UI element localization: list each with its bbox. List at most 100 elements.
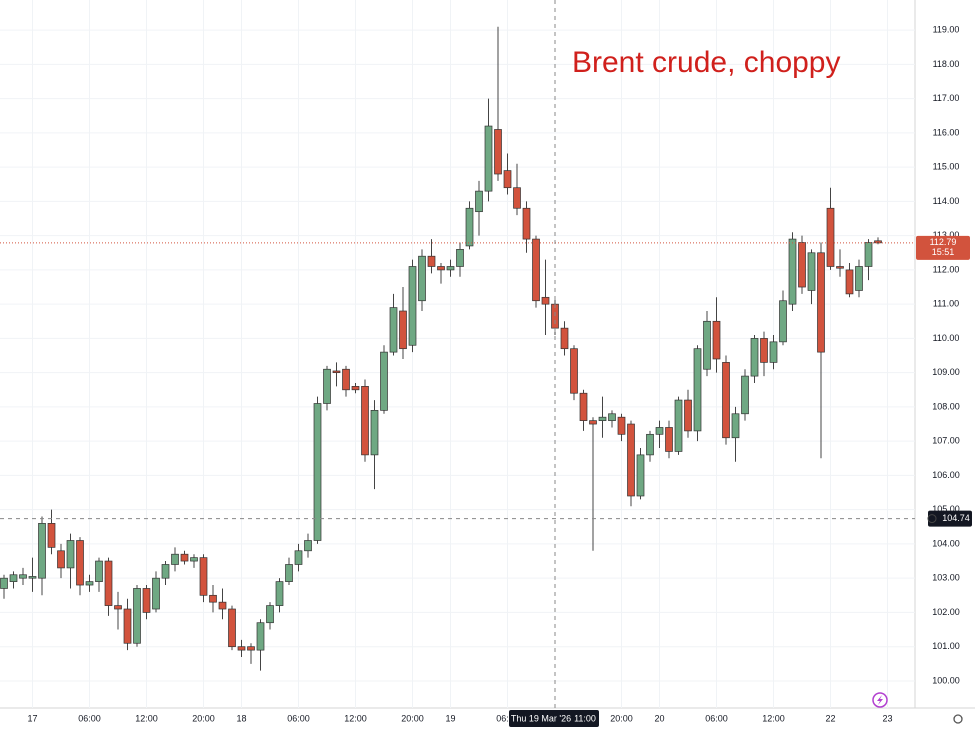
candle-body: [275, 581, 284, 606]
x-tick-label: 06:00: [78, 713, 101, 723]
y-tick-label: 115.00: [933, 162, 960, 172]
candle-body: [237, 646, 246, 651]
candle-body: [408, 266, 417, 346]
y-tick-label: 107.00: [932, 436, 960, 446]
last-price-tag: [916, 235, 970, 260]
y-tick-label: 101.00: [932, 641, 960, 651]
crosshair-date-label: Thu 19 Mar '26: [511, 713, 571, 723]
candle-body: [313, 403, 322, 541]
candle-body: [589, 420, 597, 425]
candle-body: [304, 540, 312, 552]
candle-body: [228, 608, 236, 648]
candle-body: [855, 266, 863, 291]
candle-body: [741, 375, 749, 415]
candle-body: [465, 207, 474, 247]
x-tick-label: 06:00: [705, 713, 728, 723]
candle-body: [342, 368, 350, 391]
candle-body: [199, 557, 208, 596]
x-tick-label: 06:00: [287, 713, 310, 723]
candle-body: [427, 255, 436, 267]
x-tick-label: 20:00: [192, 713, 215, 723]
x-tick-label: 20:00: [610, 713, 633, 723]
candle-body: [389, 307, 398, 353]
x-tick-label: 20: [654, 713, 664, 723]
candle-body: [437, 266, 445, 271]
candle-body: [19, 574, 27, 579]
candle-body: [123, 608, 132, 644]
y-tick-label: 118.00: [933, 59, 960, 69]
candle-body: [418, 255, 426, 302]
candle-body: [332, 370, 341, 374]
y-tick-label: 102.00: [932, 607, 960, 617]
y-tick-label: 105.00: [932, 504, 960, 514]
last-price-label: 112.79: [930, 237, 957, 247]
candle-body: [532, 238, 540, 302]
candle-body: [294, 550, 303, 565]
candle-body: [712, 320, 721, 360]
candles: [0, 26, 882, 671]
candle-body: [627, 423, 635, 497]
candle-body: [703, 320, 711, 370]
candle-body: [636, 454, 645, 497]
y-tick-label: 109.00: [932, 367, 960, 377]
candle-body: [152, 577, 160, 610]
crosshair-price-label: 104.74: [942, 513, 970, 523]
y-tick-label: 119.00: [933, 25, 960, 35]
candle-body: [57, 550, 65, 569]
candle-body: [114, 605, 122, 610]
candle-body: [28, 576, 37, 579]
candle-body: [760, 338, 768, 363]
candle-body: [285, 564, 293, 582]
candle-body: [807, 252, 816, 291]
x-tick-label: 12:00: [135, 713, 158, 723]
crosshair-time-tag: [509, 710, 599, 727]
candle-body: [456, 249, 464, 267]
plus-icon: [927, 514, 937, 524]
candle-body: [161, 564, 170, 579]
y-tick-label: 114.00: [933, 196, 960, 206]
y-tick-label: 110.00: [933, 333, 960, 343]
candle-body: [750, 338, 759, 377]
candle-body: [351, 386, 360, 391]
candle-body: [836, 266, 844, 269]
candle-body: [674, 399, 683, 452]
candle-body: [684, 399, 692, 432]
candle-body: [47, 523, 56, 548]
candle-body: [788, 238, 797, 305]
candle-body: [399, 310, 407, 350]
settings-icon[interactable]: [953, 714, 963, 724]
crosshair-time-label: 11:00: [574, 713, 596, 723]
y-tick-label: 112.00: [933, 264, 960, 274]
candle-body: [579, 392, 588, 421]
candle-body: [171, 553, 179, 565]
x-tick-label: 23: [882, 713, 892, 723]
x-tick-label: 12:00: [344, 713, 367, 723]
candle-body: [85, 581, 94, 586]
y-tick-label: 116.00: [933, 127, 960, 137]
candle-body: [779, 300, 787, 343]
y-tick-label: 100.00: [932, 675, 960, 685]
candle-body: [769, 341, 778, 363]
candle-body: [0, 577, 8, 589]
candle-body: [845, 269, 854, 295]
y-tick-label: 113.00: [933, 230, 960, 240]
y-tick-label: 104.00: [932, 538, 960, 548]
grid: 100.00 101.00 102.00 103.00 104.00 105.00 106.…: [0, 0, 960, 723]
y-tick-label: 106.00: [932, 470, 960, 480]
candle-body: [665, 427, 673, 452]
candle-body: [370, 409, 379, 456]
candle-body: [247, 646, 255, 651]
lightning-icon: [872, 692, 888, 708]
candle-body: [446, 266, 455, 271]
candle-body: [817, 252, 825, 353]
candle-body: [513, 187, 521, 209]
candle-body: [826, 207, 835, 267]
candle-body: [66, 540, 75, 569]
candle-body: [570, 348, 578, 394]
y-tick-label: 103.00: [932, 573, 960, 583]
candle-body: [266, 605, 274, 624]
candle-body: [798, 242, 806, 288]
y-tick-label: 117.00: [933, 93, 960, 103]
candle-body: [133, 588, 141, 644]
